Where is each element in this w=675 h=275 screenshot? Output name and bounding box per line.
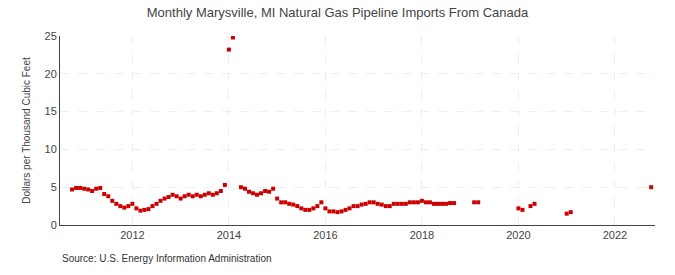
svg-text:2022: 2022 (603, 229, 627, 241)
svg-text:2016: 2016 (313, 229, 337, 241)
svg-text:Monthly Marysville, MI Natural: Monthly Marysville, MI Natural Gas Pipel… (147, 5, 529, 20)
svg-text:2014: 2014 (217, 229, 241, 241)
svg-text:2020: 2020 (506, 229, 530, 241)
svg-text:0: 0 (51, 219, 57, 231)
svg-text:25: 25 (45, 30, 57, 42)
svg-text:Source: U.S. Energy Informatio: Source: U.S. Energy Information Administ… (62, 253, 272, 264)
svg-text:5: 5 (51, 181, 57, 193)
svg-text:2012: 2012 (120, 229, 144, 241)
svg-text:20: 20 (45, 68, 57, 80)
svg-text:10: 10 (45, 143, 57, 155)
svg-text:15: 15 (45, 105, 57, 117)
svg-text:2018: 2018 (410, 229, 434, 241)
svg-text:Dollars per Thousand Cubic Fee: Dollars per Thousand Cubic Feet (21, 57, 32, 204)
